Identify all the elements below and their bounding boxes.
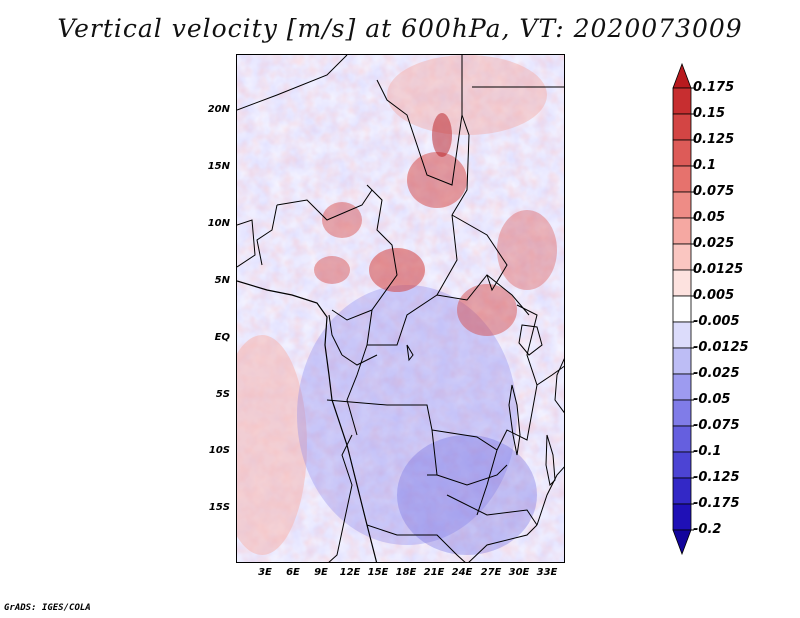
colorbar-swatch-13 <box>672 399 692 427</box>
region-southeast-blue <box>397 435 537 555</box>
lon-label-12e: 12E <box>339 567 361 578</box>
colorbar-swatch-2 <box>672 113 692 141</box>
hotspot-3 <box>322 202 362 238</box>
lon-label-3e: 3E <box>258 567 272 578</box>
hotspot-5 <box>457 284 517 336</box>
hotspot-1 <box>407 152 467 208</box>
field-layer <box>237 55 564 562</box>
region-west-pink <box>237 335 307 555</box>
colorbar <box>672 62 694 556</box>
colorbar-swatch-16 <box>672 477 692 505</box>
lon-label-6e: 6E <box>286 567 300 578</box>
lon-label-30e: 30E <box>508 567 530 578</box>
lat-label-10n: 10N <box>207 218 230 229</box>
lake-malawi <box>545 434 556 487</box>
colorbar-swatch-4 <box>672 165 692 193</box>
hotspot-6 <box>497 210 557 290</box>
lon-label-24e: 24E <box>451 567 473 578</box>
cb-label-4: 0.075 <box>693 184 735 199</box>
lat-label-5s: 5S <box>215 389 230 400</box>
hotspot-4 <box>314 256 350 284</box>
colorbar-swatch-15 <box>672 451 692 479</box>
lon-label-27e: 27E <box>480 567 502 578</box>
lon-label-18e: 18E <box>395 567 417 578</box>
lat-label-5n: 5N <box>214 275 230 286</box>
cb-label-11: -0.025 <box>693 366 740 381</box>
cb-label-12: -0.05 <box>693 392 731 407</box>
cb-label-0: 0.175 <box>693 80 735 95</box>
coastline <box>237 280 378 562</box>
lat-label-15n: 15N <box>207 161 230 172</box>
chart-title: Vertical velocity [m/s] at 600hPa, VT: 2… <box>57 14 743 43</box>
region-central-blue <box>297 285 517 545</box>
cb-label-9: -0.005 <box>693 314 740 329</box>
cb-label-5: 0.05 <box>693 210 726 225</box>
lon-label-9e: 9E <box>314 567 328 578</box>
colorbar-swatch-14 <box>672 425 692 453</box>
colorbar-blocks <box>672 62 692 556</box>
lake-kivu <box>406 344 414 362</box>
cb-label-13: -0.075 <box>693 418 740 433</box>
colorbar-swatch-18 <box>672 529 692 556</box>
cb-label-6: 0.025 <box>693 236 735 251</box>
cb-label-2: 0.125 <box>693 132 735 147</box>
lon-label-33e: 33E <box>536 567 558 578</box>
colorbar-swatch-5 <box>672 191 692 219</box>
hotspot-7 <box>432 113 452 157</box>
country-borders <box>237 55 564 562</box>
cb-label-17: -0.2 <box>693 522 722 537</box>
colorbar-swatch-11 <box>672 347 692 375</box>
lake-tanganyika <box>508 384 521 456</box>
colorbar-swatch-6 <box>672 217 692 245</box>
map-panel <box>236 54 565 563</box>
lat-label-20n: 20N <box>207 104 230 115</box>
colorbar-ticks <box>691 87 694 531</box>
colorbar-swatch-8 <box>672 269 692 297</box>
colorbar-swatch-1 <box>672 87 692 115</box>
cb-label-10: -0.0125 <box>693 340 749 355</box>
hotspot-2 <box>369 248 425 292</box>
lat-label-10s: 10S <box>208 445 230 456</box>
cb-label-14: -0.1 <box>693 444 722 459</box>
lat-label-eq: EQ <box>214 332 230 343</box>
grads-credit: GrADS: IGES/COLA <box>4 603 91 613</box>
cb-label-3: 0.1 <box>693 158 717 173</box>
lon-label-21e: 21E <box>423 567 445 578</box>
colorbar-swatch-17 <box>672 503 692 531</box>
cb-label-7: 0.0125 <box>693 262 744 277</box>
cb-label-15: -0.125 <box>693 470 740 485</box>
cb-label-8: 0.005 <box>693 288 735 303</box>
cb-label-16: -0.175 <box>693 496 740 511</box>
lat-label-15s: 15S <box>208 502 230 513</box>
colorbar-swatch-10 <box>672 321 692 349</box>
colorbar-swatch-0 <box>672 62 692 89</box>
cb-label-1: 0.15 <box>693 106 726 121</box>
colorbar-swatch-9 <box>672 295 692 323</box>
colorbar-swatch-12 <box>672 373 692 401</box>
lon-label-15e: 15E <box>367 567 389 578</box>
coast-east <box>554 358 564 414</box>
region-north-pink <box>387 55 547 135</box>
lake-victoria <box>518 324 543 356</box>
colorbar-swatch-7 <box>672 243 692 271</box>
colorbar-swatch-3 <box>672 139 692 167</box>
